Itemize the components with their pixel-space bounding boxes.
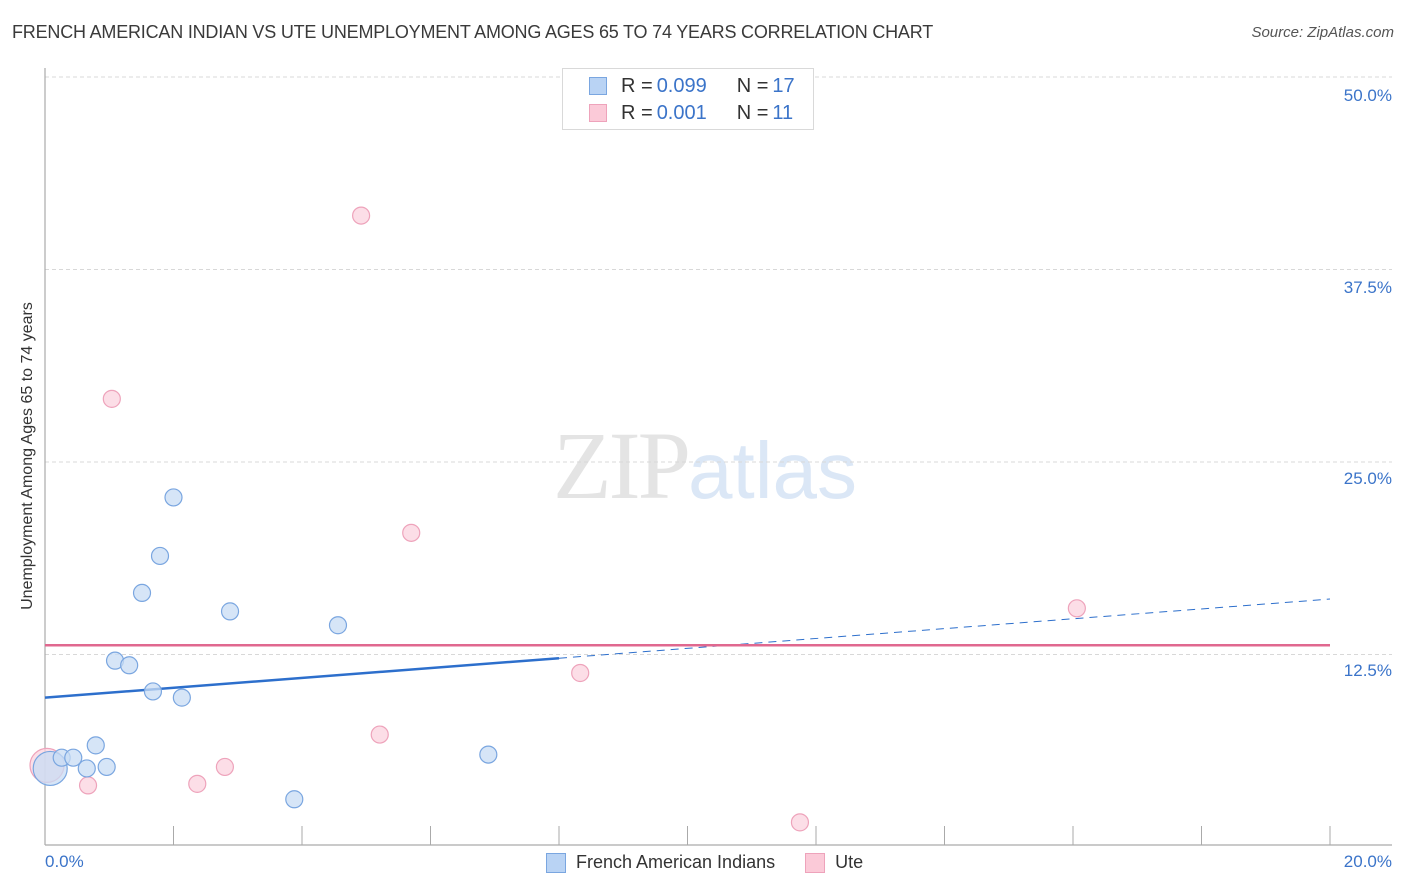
- n-label: N =: [736, 101, 769, 124]
- data-point-french-american-indians: [164, 488, 183, 507]
- y-tick-50: 50.0%: [1343, 86, 1392, 105]
- source-label: Source: ZipAtlas.com: [1251, 24, 1394, 41]
- watermark-atlas: atlas: [688, 426, 857, 515]
- blue-swatch-icon: [589, 77, 607, 95]
- x-tick-0: 0.0%: [45, 852, 84, 871]
- legend-label: Ute: [835, 852, 864, 872]
- y-tick-37-5: 37.5%: [1343, 278, 1392, 297]
- data-point-french-american-indians: [172, 688, 191, 707]
- legend-item-french-american-indians[interactable]: French American Indians: [546, 852, 775, 873]
- data-point-ute: [571, 663, 590, 683]
- data-point-ute: [1067, 599, 1086, 618]
- legend-label: French American Indians: [576, 852, 776, 872]
- data-point-french-american-indians: [143, 682, 163, 701]
- legend-row-french-american-indians: R = 0.099 N = 17: [589, 73, 795, 99]
- r-value: 0.099: [656, 74, 707, 97]
- n-value: 11: [772, 101, 794, 124]
- n-label: N =: [736, 74, 769, 97]
- data-point-french-american-indians: [64, 748, 83, 767]
- y-tick-12-5: 12.5%: [1343, 661, 1392, 680]
- data-point-french-american-indians: [220, 602, 240, 621]
- watermark: ZIPatlas: [553, 410, 857, 521]
- legend-row-ute: R = 0.001 N = 11: [589, 100, 793, 126]
- data-point-ute: [370, 725, 389, 744]
- chart-title: FRENCH AMERICAN INDIAN VS UTE UNEMPLOYME…: [12, 22, 934, 42]
- pink-swatch-icon: [805, 852, 826, 873]
- data-point-ute: [352, 206, 371, 225]
- data-point-ute: [78, 776, 98, 795]
- data-point-ute: [102, 389, 121, 408]
- correlation-legend: R = 0.099 N = 17 R = 0.001 N = 11: [562, 68, 814, 130]
- blue-swatch-icon: [546, 852, 566, 873]
- data-point-ute: [402, 523, 421, 542]
- data-point-ute: [188, 774, 207, 793]
- data-point-french-american-indians: [77, 759, 96, 778]
- trend-line-dashed-french-american-indians: [558, 598, 1331, 659]
- n-value: 17: [772, 74, 795, 97]
- data-point-french-american-indians: [97, 757, 116, 777]
- data-point-ute: [790, 813, 810, 832]
- data-point-ute: [215, 757, 234, 777]
- series-legend: French American Indians Ute: [546, 852, 893, 873]
- data-point-french-american-indians: [328, 616, 348, 635]
- y-tick-25: 25.0%: [1343, 469, 1392, 488]
- r-label: R =: [621, 74, 653, 97]
- data-point-french-american-indians: [479, 745, 498, 764]
- pink-swatch-icon: [589, 104, 607, 122]
- data-point-french-american-indians: [150, 546, 170, 566]
- watermark-zip: ZIP: [553, 412, 691, 519]
- x-tick-20: 20.0%: [1343, 852, 1392, 871]
- data-point-french-american-indians: [86, 736, 105, 755]
- legend-item-ute[interactable]: Ute: [805, 852, 863, 873]
- data-point-french-american-indians: [120, 656, 139, 675]
- trend-line-french-american-indians: [44, 656, 560, 699]
- data-point-french-american-indians: [132, 583, 152, 603]
- data-point-french-american-indians: [285, 790, 304, 809]
- r-value: 0.001: [656, 101, 707, 124]
- y-axis-label: Unemployment Among Ages 65 to 74 years: [19, 302, 36, 610]
- r-label: R =: [621, 101, 653, 124]
